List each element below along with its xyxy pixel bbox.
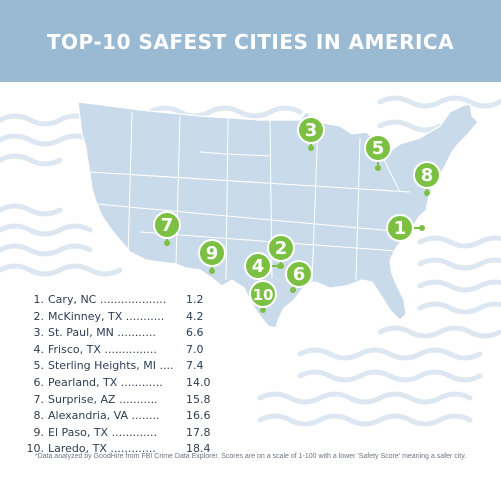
marker-5[interactable]: 5 — [364, 134, 392, 171]
safety-score: 6.6 — [186, 326, 204, 340]
city-name: Frisco, TX — [48, 342, 101, 356]
city-name: Pearland, TX — [48, 375, 118, 389]
city-name: Sterling Heights, MI — [48, 359, 156, 373]
rank: 3. — [33, 326, 45, 340]
safety-score: 14.0 — [186, 375, 211, 389]
list-item: 7. Surprise, AZ ........... 15.8 — [20, 392, 220, 409]
marker-9[interactable]: 9 — [198, 239, 226, 274]
state-borders — [89, 111, 411, 283]
safety-score: 4.2 — [186, 309, 204, 323]
safety-score: 7.0 — [186, 342, 204, 356]
rank: 9. — [33, 425, 45, 439]
list-item: 1. Cary, NC ................... 1.2 — [20, 292, 220, 309]
marker-7[interactable]: 7 — [153, 211, 181, 246]
marker-10-label: 10 — [253, 286, 274, 304]
rank: 8. — [33, 409, 45, 423]
safety-score: 17.8 — [186, 425, 211, 439]
leader-dots: ........... — [117, 326, 156, 340]
rank: 7. — [33, 392, 45, 406]
safety-score: 1.2 — [186, 293, 204, 306]
marker-4[interactable]: 4 — [244, 252, 283, 280]
marker-7-label: 7 — [161, 215, 174, 236]
rank: 4. — [33, 342, 45, 356]
leader-dots: ............. — [110, 442, 156, 456]
list-item: 2. McKinney, TX ........... 4.2 — [20, 309, 220, 326]
rank: 1. — [33, 293, 45, 306]
marker-2-label: 2 — [275, 238, 288, 259]
list-item: 8. Alexandria, VA ........ 16.6 — [20, 408, 220, 425]
leader-dots: ............. — [111, 425, 158, 439]
list-item: 3. St. Paul, MN ........... 6.6 — [20, 325, 220, 342]
us-map: 1 2 3 4 5 6 7 8 — [0, 95, 501, 427]
rank: 10. — [26, 442, 45, 456]
list-item: 5. Sterling Heights, MI .... 7.4 — [20, 358, 220, 375]
marker-6[interactable]: 6 — [285, 260, 313, 293]
rank: 6. — [33, 375, 45, 389]
safety-score: 15.8 — [186, 392, 211, 406]
leader-dots: ............ — [120, 375, 163, 389]
marker-10[interactable]: 10 — [249, 280, 277, 313]
leader-dots: ........... — [125, 309, 165, 323]
marker-8-label: 8 — [421, 165, 434, 186]
city-name: Surprise, AZ — [48, 392, 116, 406]
leader-dots: ................... — [99, 293, 167, 306]
title-banner: TOP-10 SAFEST CITIES IN AMERICA — [0, 0, 501, 82]
list-item: 6. Pearland, TX ............ 14.0 — [20, 375, 220, 392]
rank: 5. — [33, 359, 45, 373]
safety-score: 18.4 — [186, 442, 211, 456]
city-name: Laredo, TX — [48, 442, 107, 456]
list-item: 9. El Paso, TX ............. 17.8 — [20, 425, 220, 442]
footnote: *Data analyzed by GoodHire from FBI Crim… — [34, 453, 467, 460]
page-title: TOP-10 SAFEST CITIES IN AMERICA — [46, 30, 455, 54]
rankings-list: 1. Cary, NC ................... 1.2 2. McKi… — [20, 292, 220, 458]
marker-3-label: 3 — [305, 120, 318, 141]
marker-8[interactable]: 8 — [413, 161, 441, 196]
city-name: El Paso, TX — [48, 425, 109, 439]
city-name: St. Paul, MN — [48, 326, 114, 340]
leader-dots: .... — [159, 359, 174, 373]
safety-score: 7.4 — [186, 359, 204, 373]
city-name: Alexandria, VA — [48, 409, 129, 423]
marker-4-label: 4 — [252, 256, 265, 277]
leader-dots: ........ — [131, 409, 160, 423]
leader-dots: ............... — [104, 342, 157, 356]
city-name: Cary, NC — [48, 293, 97, 306]
wave-pattern — [0, 95, 501, 427]
marker-1[interactable]: 1 — [386, 214, 425, 242]
marker-9-label: 9 — [206, 243, 219, 264]
rank: 2. — [33, 309, 45, 323]
city-name: McKinney, TX — [48, 309, 123, 323]
marker-1-label: 1 — [394, 218, 407, 239]
list-item: 10. Laredo, TX ............. 18.4 — [20, 441, 220, 458]
marker-6-label: 6 — [293, 264, 306, 285]
marker-3[interactable]: 3 — [297, 116, 325, 151]
marker-5-label: 5 — [372, 138, 385, 159]
safety-score: 16.6 — [186, 409, 211, 423]
list-item: 4. Frisco, TX ............... 7.0 — [20, 342, 220, 359]
leader-dots: ........... — [119, 392, 158, 406]
